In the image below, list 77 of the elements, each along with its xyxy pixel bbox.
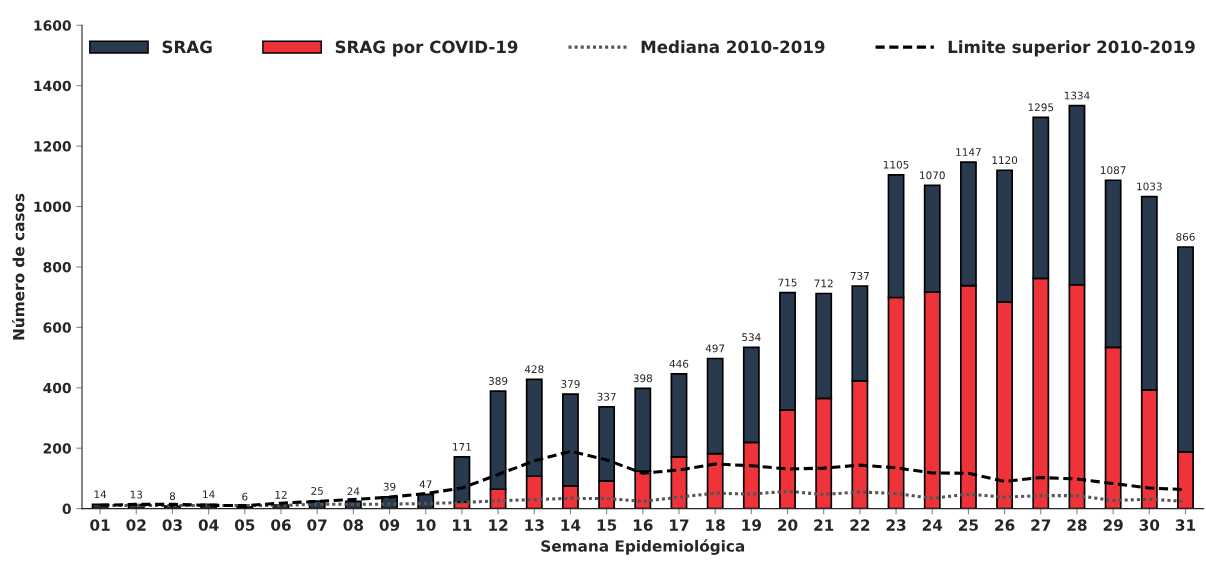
x-tick-label: 21 (814, 519, 834, 531)
legend-label: Limite superior 2010-2019 (948, 40, 1195, 57)
x-tick-label: 26 (995, 519, 1015, 531)
total-label: 1070 (920, 171, 945, 180)
total-label: 14 (94, 490, 107, 499)
total-label: 8 (169, 492, 176, 501)
total-label: 1295 (1028, 103, 1054, 112)
x-tick-label: 11 (452, 519, 472, 531)
x-tick-label: 20 (778, 519, 798, 531)
total-label: 866 (1176, 232, 1195, 241)
y-tick-label: 600 (43, 322, 71, 333)
x-tick-label: 19 (742, 519, 761, 531)
x-tick-label: 08 (343, 519, 364, 531)
x-tick-label: 05 (234, 519, 255, 531)
x-tick-label: 28 (1067, 519, 1087, 531)
y-axis-title: Número de casos (11, 193, 25, 340)
y-tick-label: 1200 (34, 141, 71, 152)
x-tick-label: 31 (1175, 519, 1196, 531)
total-label: 1120 (992, 156, 1018, 165)
total-label: 47 (419, 480, 432, 489)
x-tick-label: 22 (850, 519, 870, 531)
x-tick-label: 07 (307, 519, 327, 531)
x-tick-label: 04 (198, 519, 219, 531)
total-label: 398 (633, 374, 653, 383)
x-tick-label: 29 (1103, 519, 1123, 531)
y-tick-label: 1400 (34, 80, 71, 92)
total-label: 1033 (1137, 182, 1162, 191)
total-label: 337 (597, 392, 616, 401)
x-tick-label: 09 (379, 519, 400, 531)
total-label: 712 (814, 279, 833, 288)
total-label: 6 (242, 492, 248, 501)
x-tick-label: 27 (1031, 519, 1051, 531)
x-tick-label: 23 (886, 519, 906, 531)
x-tick-label: 01 (90, 519, 110, 531)
legend-label: SRAG por COVID-19 (335, 40, 518, 57)
x-tick-label: 06 (271, 519, 291, 531)
x-tick-label: 15 (597, 519, 617, 531)
total-label: 737 (850, 271, 869, 280)
x-tick-label: 10 (416, 519, 436, 531)
x-tick-label: 13 (525, 519, 544, 531)
y-tick-label: 1000 (34, 201, 71, 213)
x-tick-label: 30 (1139, 519, 1160, 531)
x-tick-label: 02 (126, 519, 146, 531)
x-tick-label: 18 (706, 519, 725, 531)
y-tick-label: 0 (62, 503, 71, 515)
total-label: 1087 (1101, 166, 1126, 175)
total-label: 39 (383, 482, 396, 491)
y-tick-label: 800 (43, 261, 71, 273)
x-tick-label: 12 (489, 519, 508, 531)
total-label: 715 (778, 278, 797, 287)
total-label: 379 (561, 380, 580, 388)
legend-label: Mediana 2010-2019 (641, 40, 825, 54)
total-label: 14 (203, 490, 215, 499)
total-label: 12 (275, 490, 287, 499)
total-label: 446 (669, 359, 689, 368)
total-label: 1334 (1064, 91, 1090, 100)
total-label: 171 (453, 443, 471, 451)
x-tick-label: 17 (670, 519, 689, 531)
legend-label: SRAG (162, 40, 212, 54)
total-label: 13 (130, 490, 143, 499)
total-label: 1105 (883, 160, 909, 169)
total-label: 497 (705, 344, 725, 353)
total-label: 534 (742, 333, 761, 342)
x-axis-title: Semana Epidemiológica (541, 539, 745, 555)
x-tick-label: 03 (162, 519, 182, 531)
y-tick-label: 1600 (34, 20, 71, 31)
total-label: 24 (347, 487, 360, 496)
total-label: 428 (524, 365, 544, 374)
y-tick-label: 400 (43, 382, 71, 394)
total-label: 25 (311, 486, 323, 495)
x-tick-label: 24 (922, 519, 943, 531)
total-label: 389 (488, 377, 508, 385)
y-tick-label: 200 (43, 443, 71, 454)
x-tick-label: 14 (561, 519, 581, 531)
total-label: 1147 (956, 148, 981, 156)
x-tick-label: 16 (633, 519, 653, 531)
x-tick-label: 25 (959, 519, 978, 531)
